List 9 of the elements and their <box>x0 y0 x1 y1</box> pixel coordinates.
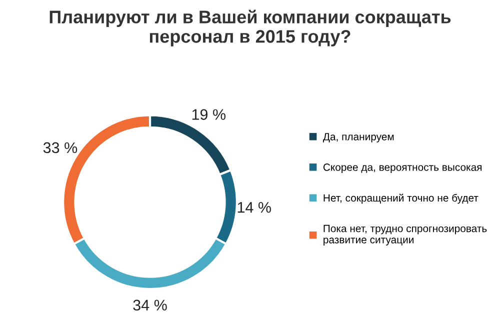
legend-label: Скорее да, вероятность высокая <box>323 164 482 173</box>
data-label: 33 % <box>43 142 78 154</box>
chart-title: Планируют ли в Вашей компании сокращать персонал в 2015 году? <box>50 10 451 46</box>
legend-label: Да, планируем <box>322 133 394 142</box>
data-label: 34 % <box>133 300 167 311</box>
data-label: 19 % <box>192 109 226 120</box>
legend-label: Пока нет, трудно спрогнозировать развитие ситуации <box>324 224 487 246</box>
legend-label: Нет, сокращений точно не будет <box>324 194 478 204</box>
data-label: 14 % <box>238 202 271 213</box>
